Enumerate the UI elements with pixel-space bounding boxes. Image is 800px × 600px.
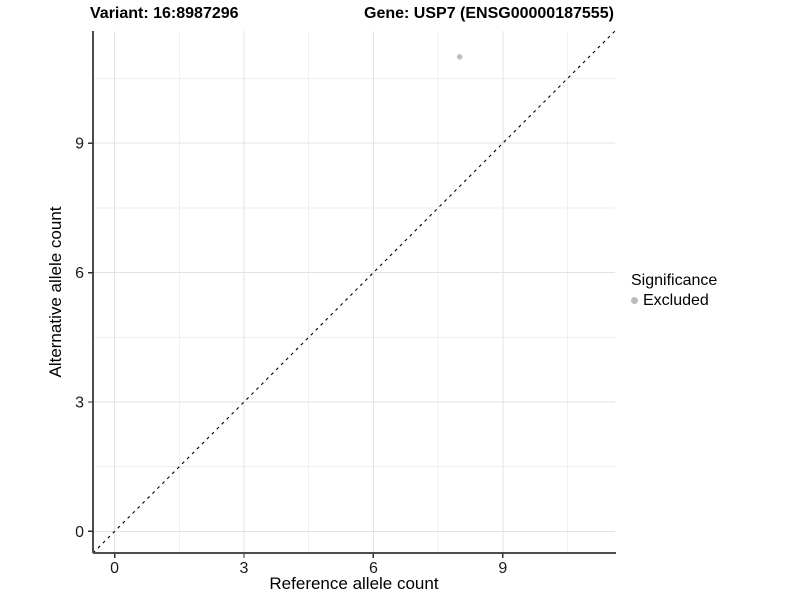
x-tick-label: 3 xyxy=(240,560,249,577)
x-tick-label: 9 xyxy=(498,560,507,577)
identity-line xyxy=(92,30,616,554)
legend-entry-excluded: Excluded xyxy=(631,291,717,310)
legend-entry-label: Excluded xyxy=(643,292,709,309)
plot-title-gene: Gene: USP7 (ENSG00000187555) xyxy=(364,5,614,22)
y-axis-title: Alternative allele count xyxy=(46,206,65,378)
y-tick-label: 0 xyxy=(75,524,84,541)
excluded-point-swatch-icon xyxy=(631,297,638,304)
legend: Significance Excluded xyxy=(631,271,717,310)
legend-title: Significance xyxy=(631,272,718,289)
x-tick-label: 0 xyxy=(110,560,119,577)
y-tick-label: 6 xyxy=(75,265,84,282)
plot-title-variant: Variant: 16:8987296 xyxy=(90,5,239,22)
y-tick-label: 9 xyxy=(75,136,84,153)
x-tick-label: 6 xyxy=(369,560,378,577)
y-tick-label: 3 xyxy=(75,395,84,412)
data-point xyxy=(456,54,463,60)
x-axis-title: Reference allele count xyxy=(269,574,439,593)
